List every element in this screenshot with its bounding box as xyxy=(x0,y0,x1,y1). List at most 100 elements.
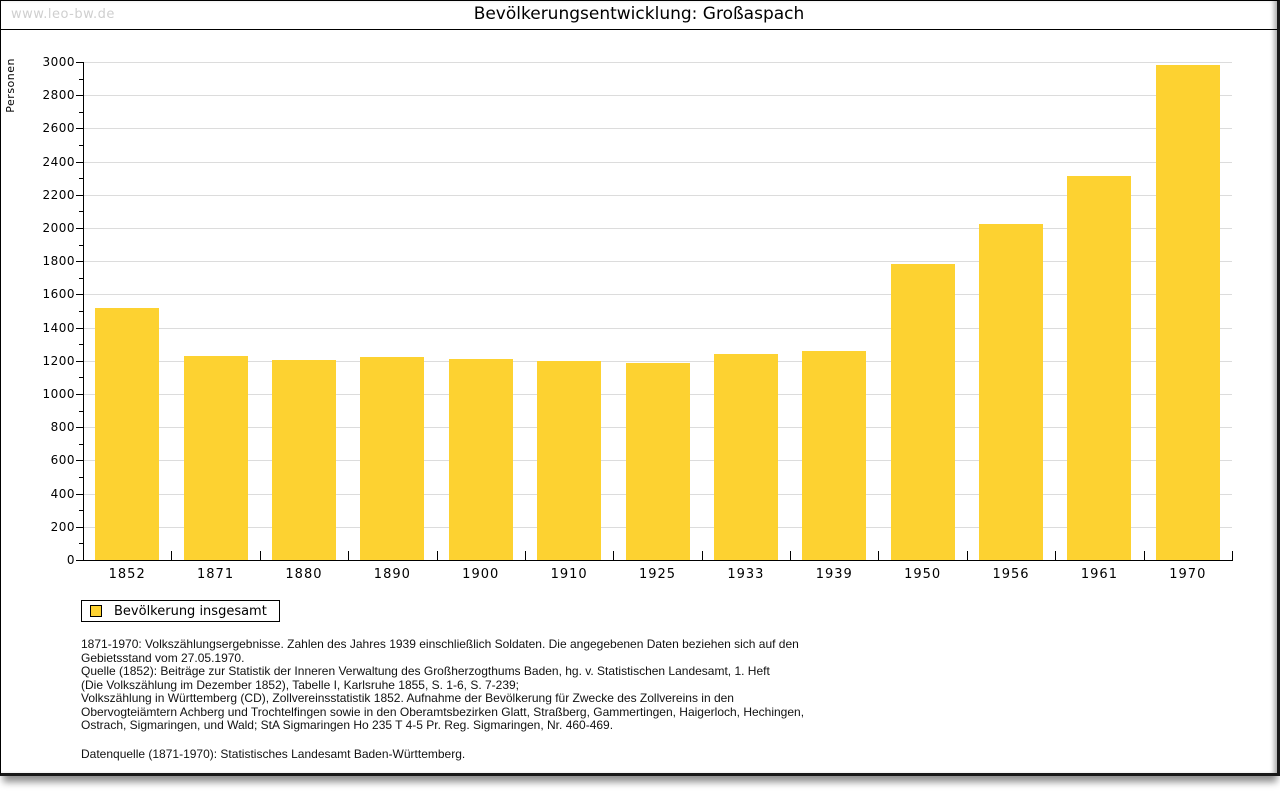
bar-1900 xyxy=(448,359,513,560)
x-boundary-tick-4 xyxy=(436,551,438,560)
x-tick-label-1933: 1933 xyxy=(727,567,765,582)
footnote-line: Volkszählung in Württemberg (CD), Zollve… xyxy=(81,691,734,705)
y-tick-label-2200: 2200 xyxy=(42,187,75,202)
y-tick-3000 xyxy=(76,62,83,63)
x-boundary-tick-1 xyxy=(171,551,173,560)
x-tick-label-1961: 1961 xyxy=(1080,567,1118,582)
y-tick-1000 xyxy=(76,394,83,395)
y-tick-label-1800: 1800 xyxy=(42,254,75,269)
y-tick-2000 xyxy=(76,228,83,229)
y-tick-100 xyxy=(79,543,83,545)
footnote-line: Gebietsstand vom 27.05.1970. xyxy=(81,650,245,665)
y-tick-label-1400: 1400 xyxy=(42,320,75,335)
x-boundary-tick-7 xyxy=(701,551,703,560)
bar-1961 xyxy=(1067,176,1132,560)
bar-1852 xyxy=(95,307,160,560)
y-tick-2200 xyxy=(76,194,83,196)
y-tick-label-800: 800 xyxy=(50,420,75,435)
y-tick-2300 xyxy=(79,178,83,180)
legend-label: Bevölkerung insgesamt xyxy=(114,603,267,619)
bar-chart: Personen 0 200 400 600 800 1000 1200 1400 1600 18… xyxy=(1,1,1278,773)
x-boundary-tick-12 xyxy=(1143,551,1145,560)
footnote-line: 1871-1970: Volkszählungsergebnisse. Zahl… xyxy=(81,637,799,651)
y-axis-line xyxy=(83,62,84,560)
x-boundary-tick-9 xyxy=(878,551,880,560)
x-boundary-tick-2 xyxy=(259,551,261,560)
y-tick-label-3000: 3000 xyxy=(42,55,75,69)
y-tick-label-1600: 1600 xyxy=(42,287,75,302)
y-tick-2800 xyxy=(76,95,83,97)
bar-1970 xyxy=(1155,64,1220,560)
y-tick-600 xyxy=(76,460,83,462)
y-tick-2500 xyxy=(79,145,83,146)
x-tick-label-1871: 1871 xyxy=(197,567,235,582)
bar-1956 xyxy=(979,223,1044,560)
gridline-1600 xyxy=(83,294,1232,296)
y-tick-400 xyxy=(76,493,83,495)
x-tick-label-1890: 1890 xyxy=(373,567,411,582)
y-tick-800 xyxy=(76,427,83,429)
legend-box: Bevölkerung insgesamt xyxy=(81,600,280,622)
x-boundary-tick-6 xyxy=(613,551,615,560)
bar-1939 xyxy=(802,350,867,560)
y-tick-2400 xyxy=(76,161,83,163)
gridline-1400 xyxy=(83,327,1232,329)
x-tick-label-1910: 1910 xyxy=(550,567,588,582)
y-tick-1800 xyxy=(76,261,83,263)
y-tick-1200 xyxy=(76,360,83,362)
y-tick-label-2600: 2600 xyxy=(42,121,75,136)
y-tick-1900 xyxy=(79,244,83,246)
y-tick-label-400: 400 xyxy=(50,486,75,501)
x-boundary-tick-3 xyxy=(348,551,350,560)
y-tick-200 xyxy=(76,526,83,528)
y-axis-title: Personen xyxy=(4,58,17,113)
watermark-leo-bw: www.leo-bw.de xyxy=(11,7,115,22)
gridline-2000 xyxy=(83,228,1232,229)
bar-1925 xyxy=(625,362,690,560)
data-source-line: Datenquelle (1871-1970): Statistisches L… xyxy=(81,746,466,761)
y-tick-label-2400: 2400 xyxy=(42,154,75,169)
page-title: Bevölkerungsentwicklung: Großaspach xyxy=(473,4,805,24)
x-boundary-tick-13 xyxy=(1232,551,1233,560)
x-tick-label-1900: 1900 xyxy=(462,567,500,582)
y-tick-label-1200: 1200 xyxy=(42,353,75,368)
footnote-line: Quelle (1852): Beiträge zur Statistik de… xyxy=(81,664,770,678)
x-tick-label-1939: 1939 xyxy=(815,567,853,582)
y-tick-label-600: 600 xyxy=(50,453,75,468)
y-tick-0 xyxy=(76,560,83,561)
footnote-line: (Die Volkszählung im Dezember 1852), Tab… xyxy=(81,677,520,692)
y-tick-1500 xyxy=(79,311,83,312)
x-tick-label-1956: 1956 xyxy=(992,567,1030,582)
y-tick-2700 xyxy=(79,111,83,113)
gridline-1800 xyxy=(83,261,1232,263)
y-tick-900 xyxy=(79,410,83,412)
footnote-line: Obervogteiämtern Achberg und Trochtelfin… xyxy=(81,704,805,719)
header-band: www.leo-bw.de Bevölkerungsentwicklung: G… xyxy=(1,1,1277,30)
bar-1890 xyxy=(360,356,425,560)
x-tick-label-1925: 1925 xyxy=(638,567,677,582)
bar-1871 xyxy=(183,355,248,560)
x-boundary-tick-8 xyxy=(790,551,792,560)
gridline-1200 xyxy=(83,360,1232,362)
y-tick-label-0: 0 xyxy=(66,553,75,567)
x-boundary-tick-5 xyxy=(524,551,526,560)
y-tick-2900 xyxy=(79,78,83,80)
y-tick-300 xyxy=(79,510,83,512)
y-tick-1300 xyxy=(79,344,83,346)
y-tick-label-2800: 2800 xyxy=(42,88,75,103)
gridline-3000 xyxy=(83,62,1232,63)
x-axis-line xyxy=(83,560,1233,561)
y-tick-label-1000: 1000 xyxy=(42,387,75,401)
y-tick-700 xyxy=(79,443,83,445)
y-tick-2100 xyxy=(79,211,83,213)
gridline-2200 xyxy=(83,194,1232,196)
x-tick-label-1950: 1950 xyxy=(904,567,942,582)
gridline-2800 xyxy=(83,95,1232,97)
footnotes-block: 1871-1970: Volkszählungsergebnisse. Zahl… xyxy=(81,637,941,761)
y-tick-1100 xyxy=(79,377,83,379)
bar-1933 xyxy=(713,354,778,560)
y-tick-1700 xyxy=(79,277,83,279)
y-tick-1400 xyxy=(76,327,83,329)
x-boundary-tick-11 xyxy=(1055,551,1057,560)
